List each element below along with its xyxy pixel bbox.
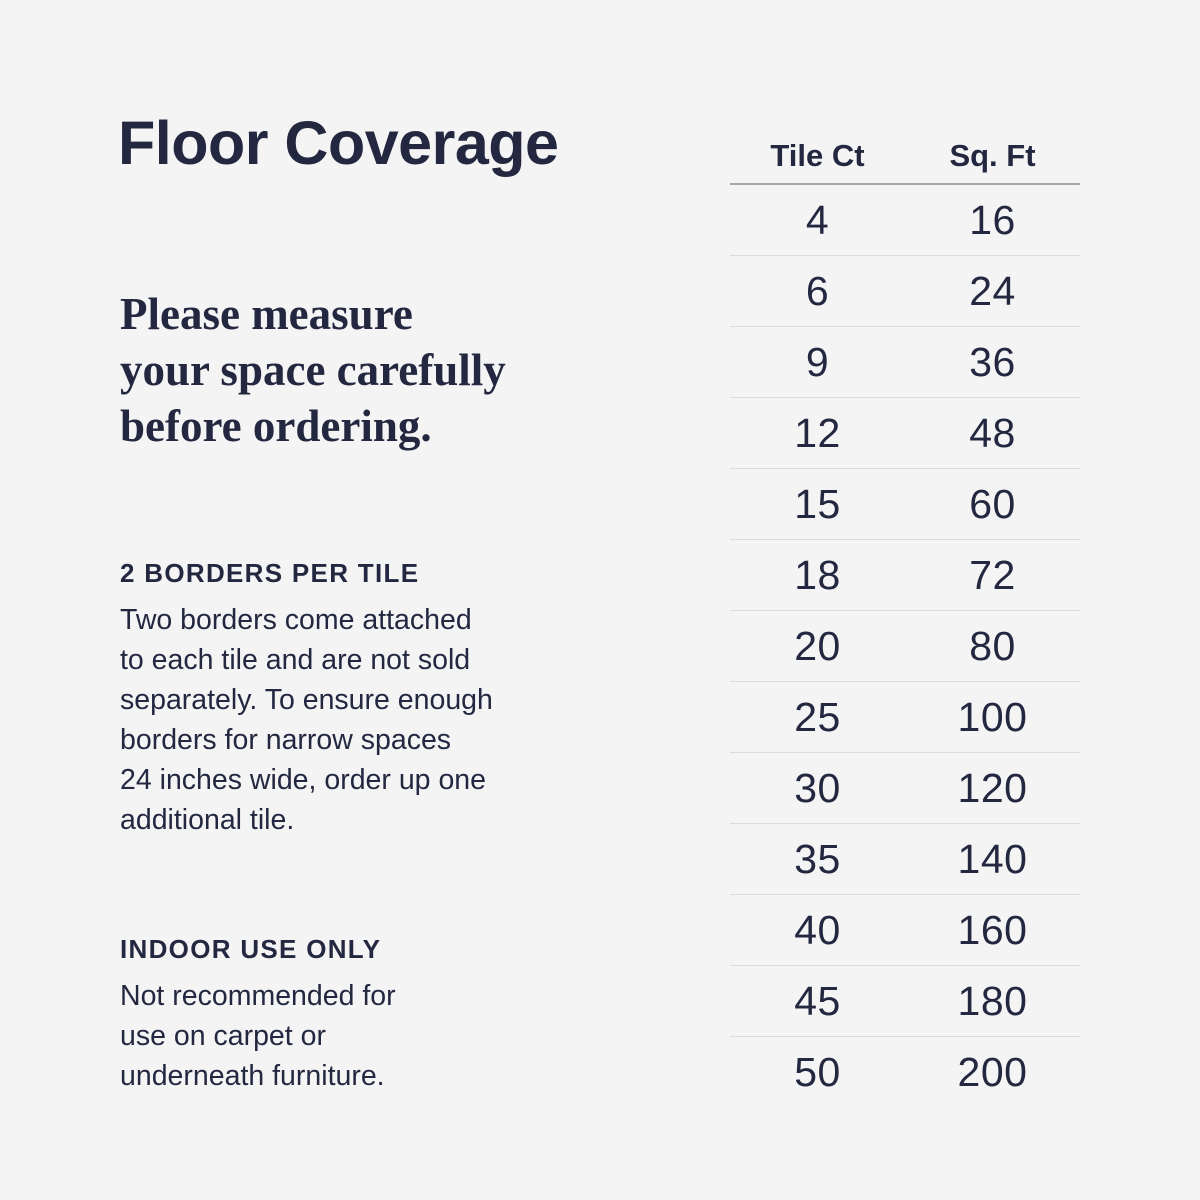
- table-cell: 140: [957, 835, 1028, 882]
- table-cell: 40: [794, 906, 841, 953]
- table-cell: 16: [969, 196, 1016, 243]
- table-row: 50 200: [730, 1037, 1080, 1107]
- coverage-table-header: Tile Ct Sq. Ft: [730, 120, 1080, 185]
- section-borders-body: Two borders come attached to each tile a…: [120, 604, 493, 836]
- table-cell: 6: [805, 267, 830, 314]
- section-indoor: INDOOR USE ONLY Not recommended for use …: [120, 934, 640, 1096]
- section-borders: 2 BORDERS PER TILE Two borders come atta…: [120, 558, 640, 840]
- table-cell: 15: [794, 480, 841, 527]
- table-row: 25 100: [730, 682, 1080, 753]
- table-row: 20 80: [730, 611, 1080, 682]
- table-cell: 180: [957, 977, 1028, 1024]
- table-row: 35 140: [730, 824, 1080, 895]
- table-row: 9 36: [730, 327, 1080, 398]
- table-cell: 100: [957, 693, 1028, 740]
- table-cell: 160: [957, 906, 1028, 953]
- table-cell: 60: [969, 480, 1016, 527]
- table-cell: 9: [805, 338, 830, 385]
- table-cell: 36: [969, 338, 1016, 385]
- table-cell: 25: [794, 693, 841, 740]
- table-cell: 35: [794, 835, 841, 882]
- table-cell: 45: [794, 977, 841, 1024]
- column-header-square-feet: Sq. Ft: [949, 138, 1036, 173]
- table-row: 6 24: [730, 256, 1080, 327]
- table-row: 4 16: [730, 185, 1080, 256]
- table-cell: 80: [969, 622, 1016, 669]
- table-cell: 50: [794, 1048, 841, 1095]
- table-cell: 24: [969, 267, 1016, 314]
- table-cell: 200: [957, 1048, 1028, 1095]
- table-row: 45 180: [730, 966, 1080, 1037]
- table-cell: 120: [957, 764, 1028, 811]
- table-cell: 12: [794, 409, 841, 456]
- section-borders-heading: 2 BORDERS PER TILE: [120, 558, 420, 588]
- table-row: 12 48: [730, 398, 1080, 469]
- table-row: 18 72: [730, 540, 1080, 611]
- table-cell: 72: [969, 551, 1016, 598]
- page-title: Floor Coverage: [118, 109, 559, 177]
- table-cell: 18: [794, 551, 841, 598]
- table-row: 15 60: [730, 469, 1080, 540]
- table-row: 30 120: [730, 753, 1080, 824]
- section-indoor-body: Not recommended for use on carpet or und…: [120, 980, 396, 1092]
- table-row: 40 160: [730, 895, 1080, 966]
- measure-note: Please measure your space carefully befo…: [120, 289, 506, 451]
- table-cell: 48: [969, 409, 1016, 456]
- table-cell: 30: [794, 764, 841, 811]
- section-indoor-heading: INDOOR USE ONLY: [120, 934, 382, 964]
- table-cell: 4: [805, 196, 830, 243]
- table-cell: 20: [794, 622, 841, 669]
- coverage-table-rows: 4 16 6 24 9 36 12 48 15 60 18 72 20 80 25 100 30 120 35 140…: [730, 185, 1080, 1107]
- column-header-tile-count: Tile Ct: [770, 138, 865, 173]
- coverage-table: Tile Ct Sq. Ft 4 16 6 24 9 36 12 48 15 60 18 72 20 80…: [730, 120, 1080, 1107]
